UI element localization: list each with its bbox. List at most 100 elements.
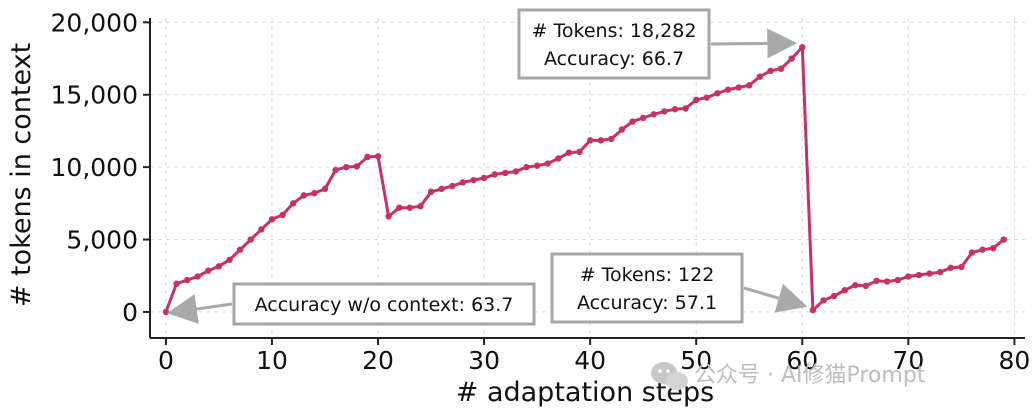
data-point [735,84,742,91]
data-point [989,245,997,252]
annotation-text: # Tokens: 18,282 [532,20,697,42]
data-point [820,297,827,304]
data-point [788,55,795,62]
data-point [300,192,307,199]
data-point [215,263,223,270]
y-tick-label: 10,000 [51,153,138,182]
data-point [777,65,785,72]
x-tick-label: 30 [468,346,500,375]
x-tick-label: 50 [680,346,712,375]
annotation-frame [517,8,711,80]
data-point [883,278,891,285]
data-point [533,162,541,169]
annotations: Accuracy w/o context: 63.7 # Tokens: 18,2… [166,8,808,326]
data-point [544,160,551,167]
data-point [671,106,679,113]
watermark: 公众号 · AI修猫Prompt [651,362,926,390]
x-tick-label: 10 [256,346,288,375]
data-point [417,203,424,210]
data-point [247,236,254,243]
data-point [608,135,615,143]
data-point [958,263,965,271]
data-point [629,118,636,125]
data-point [279,211,286,219]
y-axis-label: # tokens in context [6,43,37,307]
data-point [406,204,414,211]
data-point [756,73,764,80]
y-tick-label: 0 [122,298,138,327]
data-point [353,163,361,170]
data-point [682,105,689,112]
data-point [809,306,817,314]
data-point [968,249,976,256]
data-point [480,174,488,182]
y-tick-label: 5,000 [66,226,138,255]
data-point [639,114,647,122]
data-point [470,176,477,184]
data-point [1000,236,1007,243]
data-point [693,96,700,104]
data-point [947,264,954,271]
data-point [364,153,371,161]
data-point [862,282,870,290]
data-point [799,44,806,51]
data-point [289,200,297,207]
data-point [438,185,445,193]
x-tick-label: 70 [892,346,924,375]
annotation-box: # Tokens: 18,282 Accuracy: 66.7 [517,8,798,80]
annotation-text: Accuracy: 57.1 [577,292,717,314]
annotation-text: Accuracy: 66.7 [544,48,684,70]
x-tick-label: 0 [158,346,174,375]
data-point [374,153,382,160]
data-point [979,246,986,253]
data-point [703,94,711,101]
data-point [427,188,435,195]
data-point [915,271,923,279]
data-point [205,267,212,274]
data-point [183,276,191,284]
data-point [926,270,933,277]
data-point [311,190,318,197]
data-point [565,149,573,156]
annotation-box: Accuracy w/o context: 63.7 [166,282,536,326]
data-point [396,204,403,211]
data-point [873,277,880,285]
data-point [841,287,848,294]
tick-marks: 0 10 20 30 40 50 60 70 80 0 5,000 10,000 15,000 20,00… [51,8,1031,375]
data-point [576,148,583,156]
data-point [162,308,170,316]
data-point [512,168,520,175]
data-point [746,82,753,89]
data-point [194,273,201,280]
data-point [830,292,838,300]
annotation-arrow [743,283,808,313]
data-point [905,273,912,280]
data-point [226,256,233,264]
data-series [162,44,1007,316]
annotation-arrow [710,28,798,59]
data-point [894,276,901,284]
x-tick-label: 60 [786,346,818,375]
x-tick-label: 80 [998,346,1030,375]
data-point [491,171,498,178]
data-point [258,226,265,233]
annotation-frame [550,252,744,324]
data-point [502,169,509,177]
data-point [714,90,721,97]
data-point [523,163,530,171]
data-point [332,166,339,174]
y-tick-label: 15,000 [51,81,138,110]
x-tick-label: 20 [362,346,394,375]
data-point [343,163,350,171]
x-tick-label: 40 [574,346,606,375]
data-point [618,126,626,133]
data-point [321,185,329,193]
data-point [767,67,774,75]
data-point [852,281,859,289]
data-point [449,182,456,190]
annotation-box: # Tokens: 122 Accuracy: 57.1 [550,252,808,324]
data-point [555,155,562,162]
y-tick-label: 20,000 [51,8,138,37]
watermark-text: 公众号 · AI修猫Prompt [694,363,926,388]
